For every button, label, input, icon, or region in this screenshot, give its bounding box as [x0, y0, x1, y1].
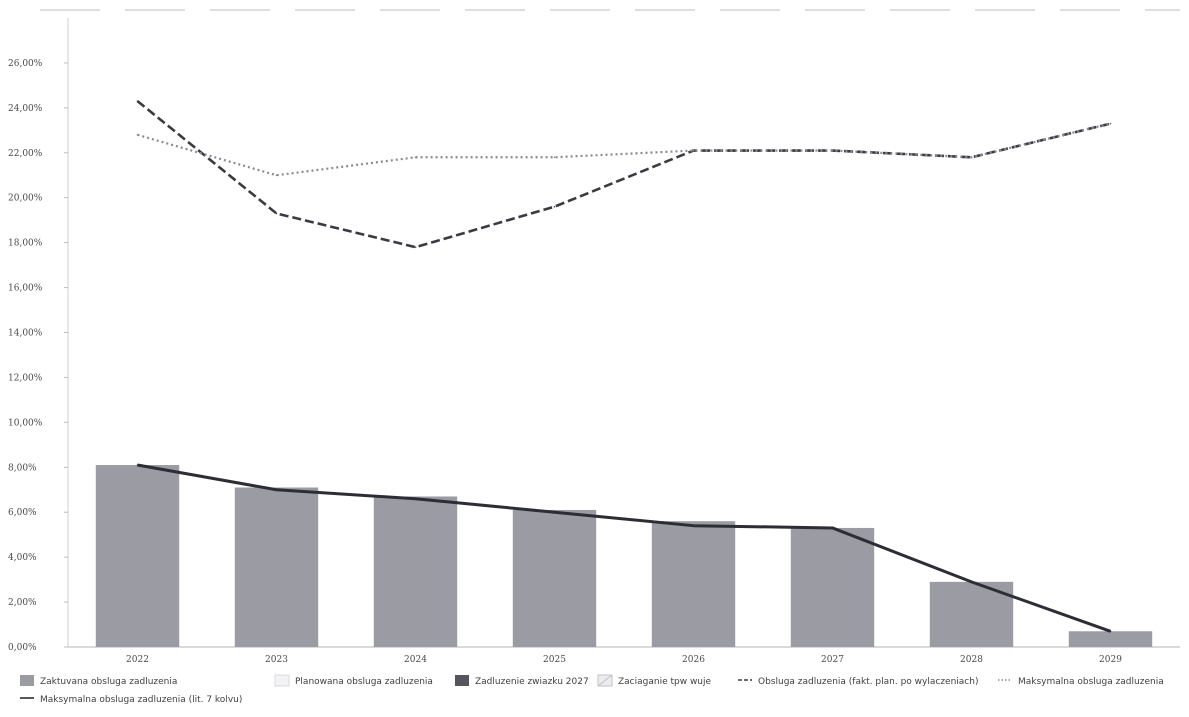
y-tick-label: 22,00%: [8, 149, 43, 159]
series-point: [970, 156, 973, 159]
legend-item: Zaciaganie tpw wuje: [597, 674, 712, 687]
legend-item: Planowana obsluga zadluzenia: [274, 674, 433, 687]
y-axis-ticks: 0,00% 2,00% 4,00% 6,00% 8,00% 10,00% 12,00% 14,…: [8, 59, 68, 653]
x-tick-label: 2024: [404, 655, 427, 665]
legend-label: Maksymalna obsluga zadluzenia: [1018, 677, 1164, 687]
legend-label: Obsluga zadluzenia (fakt. plan. po wylac…: [758, 677, 978, 687]
x-tick-label: 2025: [543, 655, 566, 665]
series-line: [137, 122, 1111, 177]
series-point: [414, 497, 417, 500]
legend-item: Zadluzenie zwiazku 2027: [455, 675, 589, 687]
legend: Zaktuvana obsluga zadluzenia Planowana ob…: [20, 674, 1164, 705]
series-point: [136, 100, 139, 102]
bar-series: [95, 465, 1153, 647]
bar: [234, 487, 319, 647]
y-tick-label: 14,00%: [8, 329, 43, 339]
series-line: [137, 463, 1112, 633]
line-series: [136, 100, 1112, 633]
legend-swatch-hatch: [597, 674, 613, 687]
legend-item: Maksymalna obsluga zadluzenia: [998, 677, 1164, 687]
legend-label: Zadluzenie zwiazku 2027: [475, 677, 589, 687]
series-point: [136, 134, 139, 136]
x-tick-label: 2029: [1099, 655, 1122, 665]
x-tick-label: 2026: [682, 655, 705, 665]
bar: [373, 496, 458, 647]
legend-swatch: [20, 675, 34, 686]
series-point: [414, 156, 417, 159]
series-line: [136, 100, 1111, 249]
bar: [651, 521, 736, 647]
x-tick-label: 2027: [821, 655, 844, 665]
series-point: [136, 464, 139, 466]
series-point: [553, 156, 556, 159]
legend-item: Maksymalna obsluga zadluzenia (lit. 7 ko…: [20, 695, 242, 705]
y-tick-label: 20,00%: [8, 194, 43, 204]
series-point: [831, 149, 834, 152]
legend-swatch: [455, 675, 469, 686]
y-tick-label: 18,00%: [8, 239, 43, 249]
series-point: [692, 149, 695, 152]
series-point: [831, 527, 834, 529]
x-tick-label: 2022: [126, 655, 149, 665]
y-tick-label: 12,00%: [8, 373, 43, 383]
y-tick-label: 6,00%: [8, 508, 37, 518]
bar: [512, 509, 597, 647]
bar: [95, 465, 180, 647]
legend-label: Planowana obsluga zadluzenia: [295, 677, 433, 687]
series-point: [275, 174, 278, 177]
legend-item: Zaktuvana obsluga zadluzenia: [20, 675, 177, 687]
series-point: [1109, 122, 1112, 125]
y-tick-label: 4,00%: [8, 553, 37, 563]
y-tick-label: 26,00%: [8, 59, 43, 69]
series-point: [414, 246, 417, 248]
x-tick-label: 2023: [265, 655, 288, 665]
y-tick-label: 10,00%: [8, 418, 43, 428]
series-point: [1109, 630, 1112, 633]
series-point: [692, 524, 695, 527]
legend-swatch: [274, 674, 290, 687]
x-tick-label: 2028: [960, 655, 983, 665]
x-axis-ticks: 2022 2023 2024 2025 2026 2027 2028 2029: [126, 655, 1122, 665]
series-point: [275, 488, 278, 491]
series-point: [553, 511, 556, 514]
series-point: [970, 581, 973, 583]
y-tick-label: 2,00%: [8, 598, 37, 608]
legend-label: Zaktuvana obsluga zadluzenia: [40, 677, 177, 687]
bar: [1068, 631, 1153, 647]
y-tick-label: 0,00%: [8, 643, 37, 653]
bar: [790, 527, 875, 647]
series-point: [275, 212, 278, 215]
legend-item: Obsluga zadluzenia (fakt. plan. po wylac…: [738, 677, 978, 687]
series-point: [553, 205, 556, 208]
legend-label: Maksymalna obsluga zadluzenia (lit. 7 ko…: [40, 695, 242, 705]
y-tick-label: 8,00%: [8, 463, 37, 473]
y-tick-label: 16,00%: [8, 284, 43, 294]
y-tick-label: 24,00%: [8, 104, 43, 114]
legend-label: Zaciaganie tpw wuje: [618, 677, 712, 687]
